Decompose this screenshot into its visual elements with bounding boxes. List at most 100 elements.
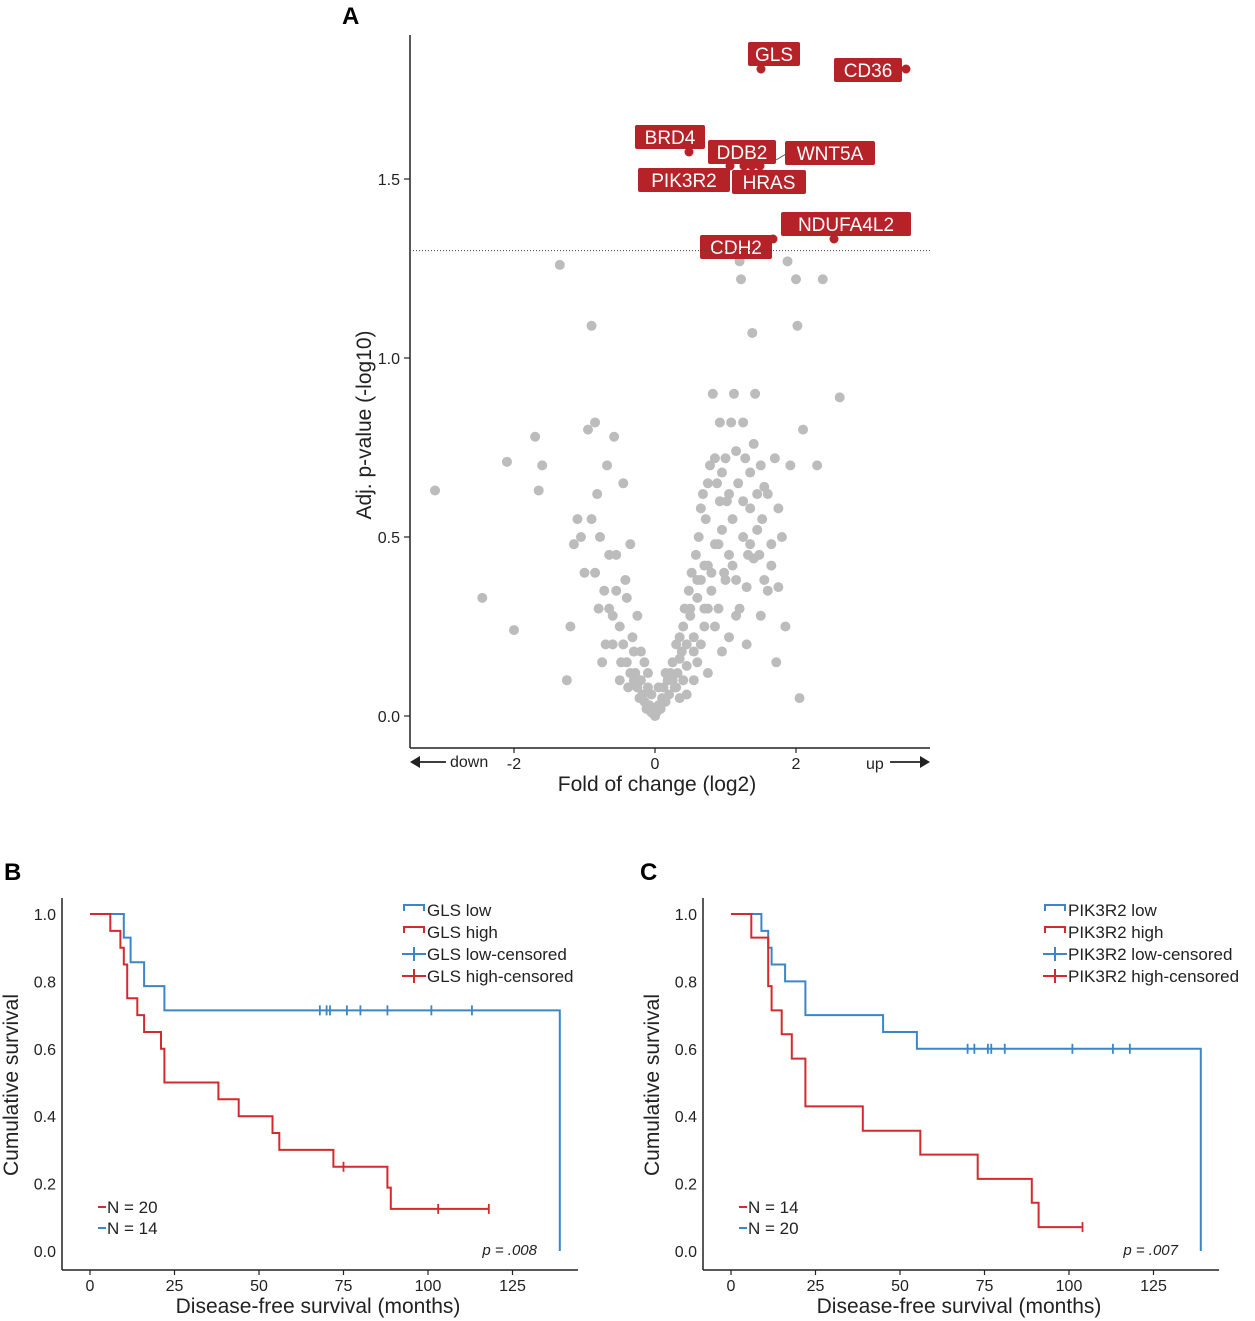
volcano-point bbox=[738, 496, 749, 507]
volcano-point bbox=[745, 467, 756, 478]
volcano-point bbox=[681, 660, 692, 671]
volcano-point bbox=[716, 646, 727, 657]
volcano-point bbox=[533, 485, 544, 496]
volcano-point bbox=[593, 603, 604, 614]
volcano-point bbox=[712, 478, 723, 489]
volcano-point bbox=[716, 467, 727, 478]
y-tick-label: 0.0 bbox=[378, 709, 400, 726]
legend-label: GLS high-censored bbox=[427, 967, 573, 986]
volcano-point bbox=[752, 489, 763, 500]
volcano-point bbox=[590, 417, 601, 428]
y-axis-title: Adj. p-value (-log10) bbox=[353, 330, 376, 519]
volcano-point bbox=[530, 431, 541, 442]
legend-label: PIK3R2 low-censored bbox=[1068, 945, 1232, 964]
panel-label-b: B bbox=[4, 859, 21, 886]
volcano-point bbox=[693, 532, 704, 542]
gene-label: PIK3R2 bbox=[651, 171, 716, 192]
volcano-point bbox=[688, 632, 699, 643]
volcano-point bbox=[699, 560, 710, 571]
volcano-point bbox=[714, 417, 725, 428]
gene-label: CD36 bbox=[844, 61, 893, 82]
volcano-point bbox=[568, 539, 579, 550]
volcano-point bbox=[632, 610, 643, 621]
label-connector bbox=[775, 153, 787, 161]
gene-point bbox=[829, 234, 839, 244]
gene-label: NDUFA4L2 bbox=[798, 215, 894, 236]
volcano-point bbox=[642, 668, 653, 679]
volcano-point bbox=[620, 574, 631, 585]
x-tick-label: 75 bbox=[976, 1278, 994, 1295]
volcano-point bbox=[702, 668, 713, 679]
x-tick-label: 100 bbox=[415, 1278, 442, 1295]
gene-label-box bbox=[700, 235, 772, 259]
y-tick-label: 0.5 bbox=[378, 530, 400, 547]
gene-label-box bbox=[635, 125, 705, 149]
volcano-point bbox=[614, 675, 625, 686]
volcano-point bbox=[618, 639, 629, 650]
gene-marker-pik3r2: PIK3R2 bbox=[638, 161, 749, 192]
volcano-point bbox=[660, 668, 671, 679]
up-label: up bbox=[866, 756, 884, 773]
volcano-point bbox=[625, 539, 636, 550]
volcano-point bbox=[572, 514, 583, 525]
x-tick-label: 100 bbox=[1056, 1278, 1083, 1295]
volcano-point bbox=[741, 639, 752, 650]
volcano-point bbox=[600, 639, 611, 650]
volcano-point bbox=[769, 453, 780, 464]
volcano-point bbox=[738, 532, 749, 542]
volcano-point bbox=[702, 478, 713, 489]
volcano-point bbox=[798, 424, 809, 435]
legend-swatch bbox=[1044, 926, 1066, 933]
volcano-point bbox=[627, 632, 638, 643]
volcano-point bbox=[590, 567, 601, 578]
gene-label-box bbox=[748, 42, 800, 66]
survival-curve-high bbox=[90, 913, 489, 1210]
gene-point bbox=[739, 161, 749, 171]
volcano-point bbox=[724, 549, 735, 560]
volcano-point bbox=[674, 632, 685, 643]
y-tick-label: 0.6 bbox=[675, 1042, 697, 1059]
y-tick-label: 0.0 bbox=[34, 1244, 56, 1261]
volcano-points bbox=[430, 256, 845, 721]
legend-swatch bbox=[1044, 904, 1066, 911]
volcano-point bbox=[639, 657, 650, 668]
volcano-point bbox=[667, 675, 678, 686]
volcano-point bbox=[575, 532, 586, 542]
y-tick-label: 0.4 bbox=[34, 1109, 56, 1126]
volcano-point bbox=[692, 574, 703, 585]
gene-marker-cdh2: CDH2 bbox=[700, 234, 778, 259]
volcano-point bbox=[709, 621, 720, 632]
volcano-point bbox=[740, 453, 751, 464]
volcano-point bbox=[720, 574, 731, 585]
volcano-point bbox=[812, 460, 823, 471]
volcano-point bbox=[706, 585, 717, 596]
volcano-point bbox=[686, 567, 697, 578]
km-plot-gls: B 0.0 0.2 0.4 0.6 0.8 1.0 0 25 50 75 100 125 Disease… bbox=[0, 859, 578, 1318]
volcano-point bbox=[727, 514, 738, 525]
gene-label-box bbox=[732, 170, 806, 194]
down-label: down bbox=[450, 754, 488, 771]
volcano-point bbox=[702, 603, 713, 614]
gene-label: CDH2 bbox=[710, 238, 762, 259]
gene-marker-cd36: CD36 bbox=[834, 58, 911, 82]
volcano-point bbox=[690, 549, 701, 560]
gene-label-box bbox=[638, 168, 730, 192]
y-tick-label: 0.8 bbox=[34, 974, 56, 991]
volcano-point bbox=[773, 582, 784, 593]
volcano-point bbox=[700, 514, 711, 525]
volcano-point bbox=[707, 388, 718, 399]
gene-marker-brd4: BRD4 bbox=[635, 125, 705, 157]
volcano-point bbox=[688, 646, 699, 657]
n-label: N = 14 bbox=[748, 1198, 799, 1217]
volcano-point bbox=[773, 503, 784, 514]
volcano-point bbox=[720, 453, 731, 464]
volcano-point bbox=[595, 532, 606, 542]
volcano-point bbox=[614, 621, 625, 632]
x-axis-title: Disease-free survival (months) bbox=[817, 1295, 1102, 1318]
volcano-point bbox=[776, 532, 787, 542]
gene-point bbox=[684, 147, 694, 157]
volcano-point bbox=[618, 478, 629, 489]
volcano-point bbox=[759, 481, 770, 492]
gene-marker-wnt5a: WNT5A bbox=[755, 141, 875, 171]
